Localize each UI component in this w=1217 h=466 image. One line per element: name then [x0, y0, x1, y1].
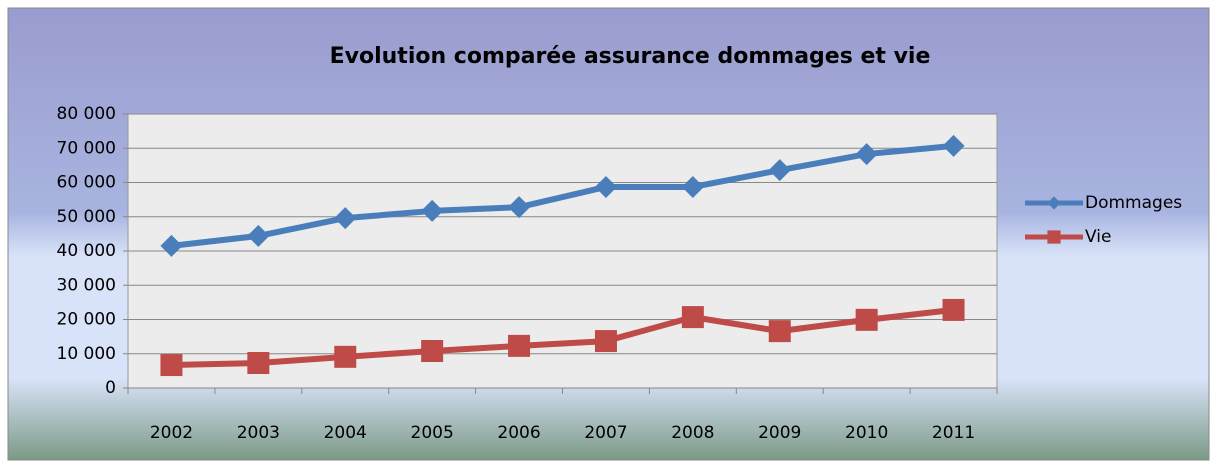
x-tick-label: 2004 — [324, 423, 367, 443]
y-tick-label: 70 000 — [57, 138, 116, 158]
x-tick-label: 2009 — [758, 423, 801, 443]
data-point — [768, 159, 791, 182]
y-tick-label: 0 — [105, 378, 116, 398]
x-tick-label: 2008 — [671, 423, 714, 443]
y-tick-label: 50 000 — [57, 207, 116, 227]
x-tick-label: 2006 — [497, 423, 540, 443]
x-tick-label: 2010 — [845, 423, 888, 443]
data-point — [160, 354, 183, 377]
x-tick-label: 2007 — [584, 423, 627, 443]
data-point — [247, 351, 270, 374]
x-tick-label: 2002 — [150, 423, 193, 443]
data-point — [334, 345, 357, 368]
data-point — [508, 334, 531, 357]
y-tick-label: 40 000 — [57, 241, 116, 261]
data-point — [160, 234, 183, 257]
legend-marker — [1047, 230, 1061, 244]
x-tick-label: 2005 — [411, 423, 454, 443]
data-point — [942, 298, 965, 321]
data-point — [508, 196, 531, 219]
data-point — [855, 143, 878, 166]
data-point — [334, 207, 357, 230]
y-tick-label: 30 000 — [57, 275, 116, 295]
x-tick-label: 2011 — [932, 423, 975, 443]
series-line — [171, 306, 954, 369]
data-point — [594, 330, 617, 353]
x-tick-label: 2003 — [237, 423, 280, 443]
y-tick-label: 20 000 — [57, 310, 116, 330]
data-point — [421, 340, 444, 363]
data-point — [681, 306, 704, 329]
legend-label: Vie — [1085, 227, 1111, 247]
legend-label: Dommages — [1085, 193, 1182, 213]
chart-title: Evolution comparée assurance dommages et… — [330, 44, 931, 69]
series-line — [171, 142, 954, 249]
data-point — [421, 199, 444, 222]
y-tick-label: 60 000 — [57, 173, 116, 193]
data-point — [942, 134, 965, 157]
y-tick-label: 10 000 — [57, 344, 116, 364]
data-point — [855, 308, 878, 331]
y-tick-label: 80 000 — [57, 104, 116, 124]
data-point — [768, 320, 791, 343]
data-point — [247, 224, 270, 247]
data-point — [594, 175, 617, 198]
data-point — [681, 175, 704, 198]
